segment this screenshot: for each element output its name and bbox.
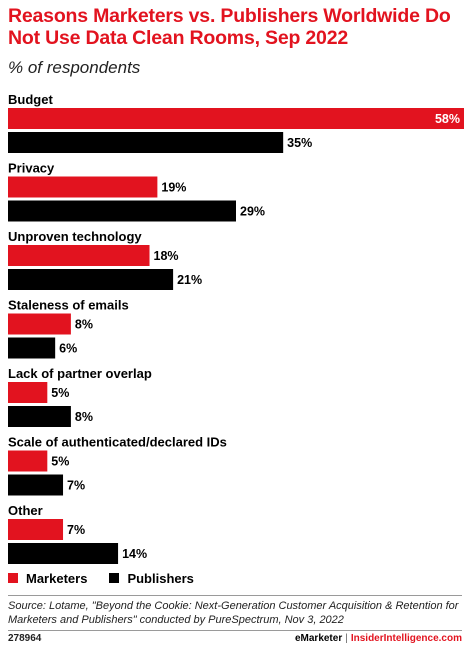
bar-publishers [8,337,56,359]
bar-publishers [8,543,119,564]
chart-title: Reasons Marketers vs. Publishers Worldwi… [8,5,451,49]
data-label: 7% [67,479,85,493]
bar-chart: Budget 58% 35% Privacy 19% 29% Unproven techno… [8,92,464,564]
data-label: 8% [75,318,93,332]
category-label: Lack of partner overlap [8,366,152,381]
bar-marketers [8,313,71,335]
bar-publishers [8,474,64,496]
category-label: Other [8,503,43,518]
bar-marketers [8,519,64,540]
bar-marketers [8,450,48,472]
data-label: 19% [161,181,186,195]
legend-label-publishers: Publishers [127,570,194,586]
chart-id: 278964 [8,633,42,644]
bar-marketers [8,382,48,403]
legend: Marketers Publishers [8,569,216,587]
category-label: Staleness of emails [8,298,129,313]
data-label: 35% [287,136,312,150]
legend-item-publishers: Publishers [109,570,194,586]
category-label: Scale of authenticated/declared IDs [8,435,227,450]
category-label: Budget [8,92,53,107]
footer-divider [8,630,462,631]
bar-marketers [8,108,464,129]
divider [8,595,462,596]
legend-swatch-publishers [109,573,120,583]
bar-marketers [8,245,150,266]
source-note: Source: Lotame, "Beyond the Cookie: Next… [8,600,459,626]
bar-publishers [8,132,284,153]
data-label: 14% [122,547,147,561]
category-label: Unproven technology [8,229,142,244]
brand-emarketer[interactable]: eMarketer [294,633,343,644]
legend-swatch-marketers [8,573,18,583]
legend-label-marketers: Marketers [26,570,88,586]
chart-subtitle: % of respondents [8,58,141,77]
bar-marketers [8,176,158,198]
data-label: 58% [435,112,460,126]
category-label: Privacy [8,161,55,176]
footer-brand: eMarketer | InsiderIntelligence.com [295,633,462,644]
data-label: 18% [154,249,179,263]
data-label: 5% [51,386,69,400]
data-label: 6% [59,342,77,356]
bar-publishers [8,406,71,427]
data-label: 8% [75,410,93,424]
brand-insider-intelligence[interactable]: InsiderIntelligence.com [350,633,462,644]
data-label: 7% [67,523,85,537]
brand-separator: | [345,633,348,644]
data-label: 21% [177,273,202,287]
legend-item-marketers: Marketers [8,571,87,586]
data-label: 5% [51,455,69,469]
bar-publishers [8,269,174,290]
data-label: 29% [240,205,265,219]
bar-publishers [8,200,236,222]
